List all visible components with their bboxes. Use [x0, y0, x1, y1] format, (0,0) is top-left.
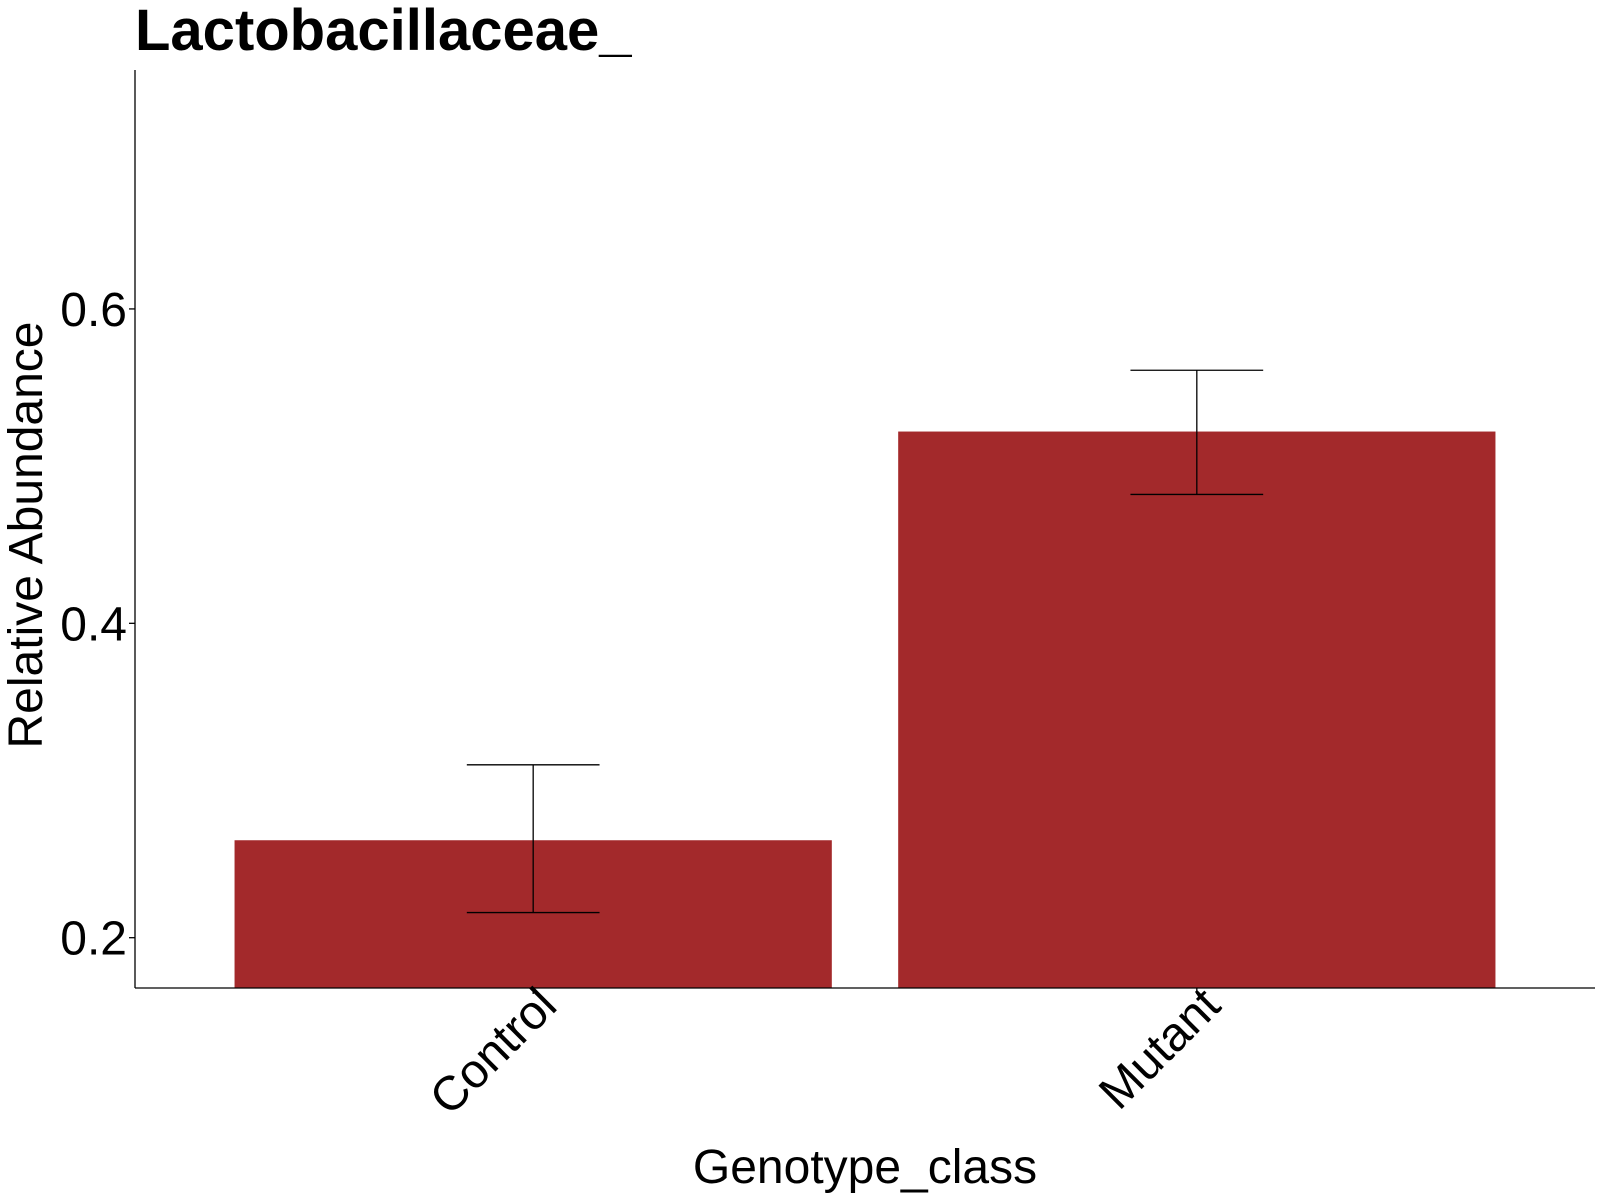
x-tick-label-mutant: Mutant — [1089, 978, 1230, 1119]
y-tick-label: 0.4 — [60, 598, 127, 651]
chart-title: Lactobacillaceae_ — [135, 0, 632, 63]
bar-mutant — [898, 431, 1496, 988]
error-bar-control — [466, 764, 600, 914]
x-axis-title: Genotype_class — [693, 1141, 1037, 1194]
y-axis-title: Relative Abundance — [0, 322, 53, 749]
x-tick-label-control: Control — [420, 978, 567, 1125]
error-bar-mutant — [1130, 369, 1264, 496]
y-tick-label: 0.2 — [60, 913, 127, 966]
plot-area — [234, 369, 1496, 988]
y-tick-label: 0.6 — [60, 284, 127, 337]
